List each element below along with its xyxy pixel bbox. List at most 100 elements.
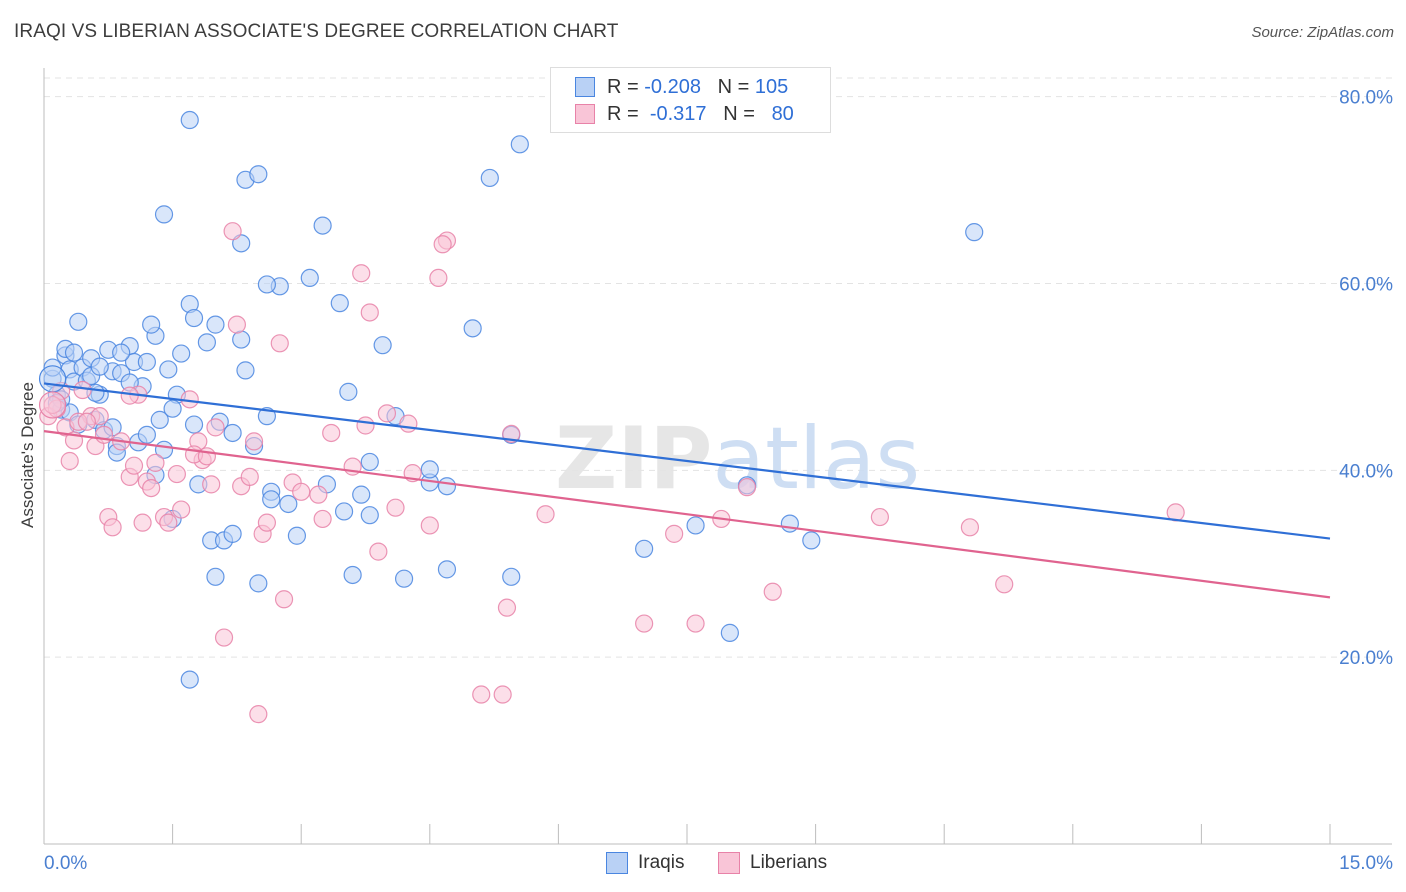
iraqi-point (223, 423, 242, 443)
liberian-point (94, 425, 114, 444)
chart-title: IRAQI VS LIBERIAN ASSOCIATE'S DEGREE COR… (14, 21, 619, 42)
liberian-point (995, 575, 1014, 594)
liberian-point-cluster (38, 391, 67, 419)
iraqi-point (64, 343, 84, 362)
liberian-point (356, 416, 375, 435)
liberian-point (536, 505, 555, 524)
liberian-point (497, 598, 517, 617)
axes (43, 68, 1392, 845)
iraqis-legend-swatch (606, 852, 628, 874)
series-legend: Iraqis Liberians (0, 852, 1406, 878)
iraqi-point (142, 315, 161, 334)
liberian-point (686, 614, 705, 633)
iraqi-point (339, 382, 358, 401)
iraqi-point (437, 477, 457, 496)
liberians-trend-line (43, 430, 1331, 599)
iraqi-point (352, 485, 371, 504)
trend-lines (43, 382, 1331, 599)
iraqi-point (373, 336, 392, 355)
liberian-point (227, 315, 246, 334)
iraqi-point (262, 490, 281, 509)
y-tick-label: 20.0% (1339, 648, 1393, 669)
liberian-point (270, 334, 289, 353)
liberian-point (309, 485, 328, 504)
liberian-point (274, 590, 294, 609)
liberian-point (313, 509, 332, 529)
iraqi-point (635, 539, 654, 558)
iraqi-point (965, 223, 984, 242)
liberian-point (352, 264, 371, 283)
tick-labels: 20.0% 40.0% 60.0% 80.0% 0.0% 15.0% (44, 88, 1393, 874)
legend-item-iraqis[interactable]: Iraqis (606, 852, 684, 874)
r-label: R = (607, 102, 639, 125)
liberian-point (103, 518, 122, 537)
liberian-point (167, 464, 186, 484)
iraqi-point (232, 330, 251, 349)
iraqi-point (343, 565, 362, 585)
liberian-point (420, 516, 439, 535)
iraqi-point (330, 294, 349, 313)
iraqi-point (69, 312, 88, 331)
iraqi-point (184, 415, 204, 434)
y-tick-label: 40.0% (1339, 461, 1393, 482)
iraqi-point (510, 135, 529, 154)
iraqi-point (172, 344, 191, 363)
x-tick-label-max: 15.0% (1339, 853, 1393, 874)
liberian-point (292, 482, 311, 501)
liberian-point (386, 498, 405, 517)
liberians-swatch (575, 104, 595, 124)
liberian-point (257, 513, 277, 532)
liberian-point (360, 303, 379, 322)
liberian-point (223, 222, 242, 241)
iraqi-point (394, 569, 414, 588)
legend-item-liberians[interactable]: Liberians (718, 852, 827, 874)
liberian-point (206, 418, 225, 437)
legend-label-liberians: Liberians (750, 852, 828, 873)
iraqi-point (802, 531, 821, 550)
iraqi-point (360, 452, 379, 472)
r-value: -0.317 (649, 102, 707, 125)
iraqi-point (257, 275, 277, 294)
iraqi-point (360, 506, 379, 525)
y-tick-label: 60.0% (1339, 275, 1393, 296)
iraqi-point (180, 670, 199, 689)
liberians-legend-swatch (718, 852, 740, 874)
iraqi-point (223, 524, 242, 543)
n-value: 80 (771, 102, 794, 125)
iraqi-point (686, 516, 705, 535)
iraqi-point (287, 526, 307, 545)
iraqis-swatch (575, 77, 595, 97)
liberian-point (172, 500, 191, 519)
liberian-point (133, 513, 152, 532)
iraqi-point (313, 216, 332, 235)
iraqis-trend-line (43, 382, 1331, 540)
iraqi-point (197, 333, 216, 352)
liberian-point (737, 478, 757, 497)
liberian-point (77, 412, 96, 431)
r-label: R = (607, 75, 639, 98)
liberian-point (433, 235, 452, 254)
source-label: Source: ZipAtlas.com (1251, 24, 1394, 41)
legend-row-liberians: R = -0.317 N = 80 (575, 101, 794, 127)
iraqi-point (249, 165, 268, 184)
liberian-point (202, 475, 221, 494)
iraqi-point (90, 357, 109, 376)
liberian-point (763, 582, 782, 601)
liberian-point (146, 453, 165, 472)
iraqi-point (420, 460, 439, 479)
iraqi-point (184, 308, 204, 328)
liberian-point (493, 685, 512, 704)
n-value: 105 (754, 75, 789, 98)
liberian-point (240, 467, 259, 486)
liberian-point (502, 424, 521, 444)
iraqi-point-cluster (38, 365, 67, 393)
iraqi-point (279, 494, 298, 514)
iraqi-point (463, 319, 482, 338)
liberian-point (124, 456, 144, 475)
iraqi-point (180, 110, 199, 130)
liberian-point (665, 524, 684, 543)
iraqi-point (163, 399, 182, 418)
iraqi-point (154, 205, 174, 224)
iraqi-point (720, 623, 739, 642)
